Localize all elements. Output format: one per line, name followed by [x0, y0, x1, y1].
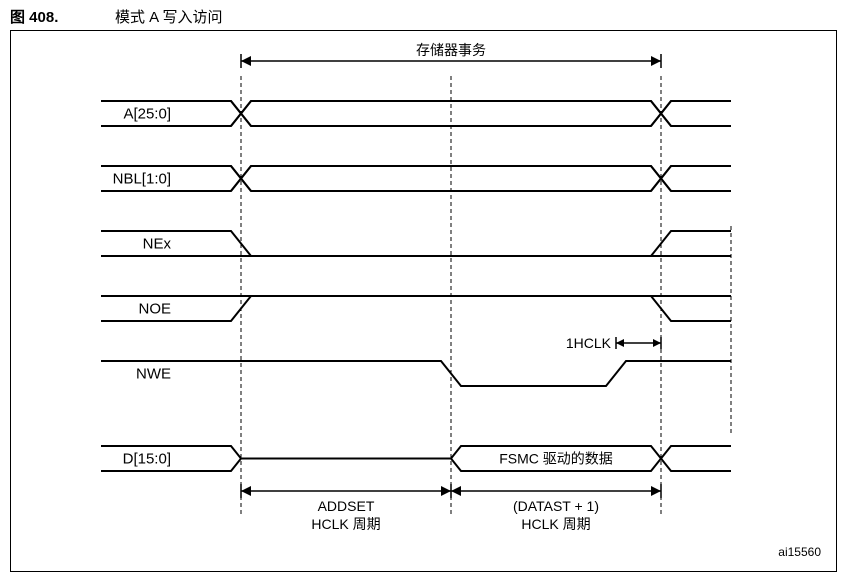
svg-text:1HCLK: 1HCLK: [566, 335, 612, 351]
figure-container: 图 408. 模式 A 写入访问 存储器事务 A[25:0] NBL[1:0] NEx…: [0, 0, 847, 581]
svg-text:ai15560: ai15560: [778, 545, 821, 559]
figure-number: 图 408.: [10, 6, 58, 27]
figure-title-text: 模式 A 写入访问: [115, 6, 223, 27]
svg-text:NOE: NOE: [138, 301, 171, 318]
svg-text:HCLK 周期: HCLK 周期: [521, 516, 590, 532]
svg-text:HCLK 周期: HCLK 周期: [311, 516, 380, 532]
svg-text:(DATAST + 1): (DATAST + 1): [513, 498, 599, 514]
svg-text:ADDSET: ADDSET: [318, 498, 375, 514]
diagram-frame: 存储器事务 A[25:0] NBL[1:0] NEx NOE NWE D[15:0] 1HCL…: [10, 30, 837, 572]
timing-diagram: 存储器事务 A[25:0] NBL[1:0] NEx NOE NWE D[15:0] 1HCL…: [11, 31, 836, 571]
svg-text:A[25:0]: A[25:0]: [123, 106, 171, 123]
svg-text:NEx: NEx: [143, 236, 172, 253]
svg-text:存储器事务: 存储器事务: [416, 42, 486, 58]
svg-text:FSMC 驱动的数据: FSMC 驱动的数据: [499, 451, 613, 467]
svg-text:NBL[1:0]: NBL[1:0]: [113, 171, 171, 188]
svg-text:NWE: NWE: [136, 366, 171, 383]
svg-text:D[15:0]: D[15:0]: [123, 451, 171, 468]
